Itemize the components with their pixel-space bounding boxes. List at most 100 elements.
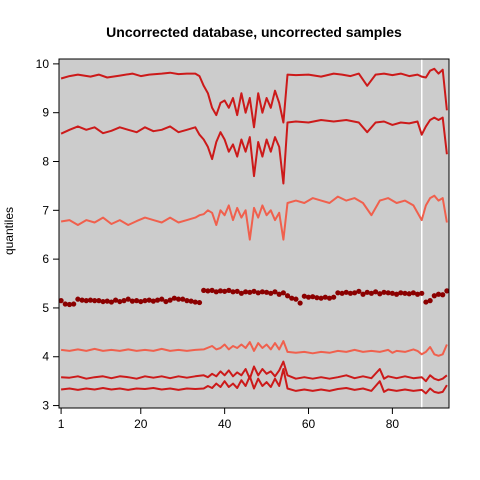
series-1-line: [60, 67, 448, 129]
data-point: [87, 297, 94, 303]
data-point: [163, 298, 169, 305]
x-tick-label: 1: [58, 417, 65, 431]
data-point: [117, 298, 123, 305]
data-point: [423, 299, 429, 305]
data-point: [167, 297, 173, 303]
data-point: [360, 291, 366, 297]
data-point: [83, 298, 89, 304]
data-point: [171, 295, 177, 301]
data-point: [133, 298, 140, 304]
data-point: [213, 289, 219, 295]
data-point: [201, 287, 207, 293]
series-4-points: [58, 287, 450, 308]
data-point: [318, 295, 324, 301]
data-point: [301, 293, 307, 299]
data-point: [385, 290, 391, 296]
data-point: [352, 290, 358, 296]
data-point: [377, 291, 383, 297]
data-point: [125, 296, 131, 302]
data-point: [226, 287, 232, 293]
data-point: [121, 298, 127, 304]
y-tick-label: 4: [42, 350, 49, 364]
data-point: [138, 298, 144, 305]
data-point: [247, 289, 253, 295]
data-point: [431, 293, 437, 299]
data-point: [268, 290, 274, 296]
data-point: [180, 296, 186, 302]
data-point: [196, 299, 203, 306]
data-point: [175, 296, 182, 302]
data-point: [58, 298, 64, 304]
data-point: [410, 290, 416, 296]
data-point: [419, 290, 425, 296]
data-point: [238, 290, 245, 296]
series-7-line: [60, 368, 448, 395]
data-point: [142, 298, 148, 304]
data-point: [402, 290, 408, 296]
series-6-line: [61, 360, 448, 383]
series-2-line: [60, 116, 448, 185]
y-tick-label: 10: [36, 57, 50, 71]
data-point: [356, 288, 362, 294]
data-point: [192, 299, 198, 305]
y-tick-label: 9: [42, 106, 49, 120]
data-point: [284, 293, 291, 299]
data-point: [406, 291, 412, 297]
data-point: [314, 295, 320, 301]
data-point: [381, 289, 387, 295]
data-point: [263, 289, 270, 295]
data-point: [154, 297, 161, 303]
series-layer: [58, 67, 450, 395]
data-point: [108, 299, 115, 305]
data-point: [159, 296, 165, 302]
data-point: [389, 290, 395, 296]
data-point: [71, 301, 77, 307]
data-point: [322, 294, 328, 300]
data-point: [444, 288, 450, 294]
x-tick-label: 80: [386, 417, 400, 431]
chart-title: Uncorrected database, uncorrected sample…: [106, 24, 402, 40]
data-point: [66, 301, 73, 308]
data-point: [230, 289, 236, 295]
y-axis-label: quantiles: [2, 207, 16, 255]
data-point: [414, 291, 421, 297]
data-point: [398, 290, 404, 296]
plot-area-background: [58, 58, 450, 409]
data-point: [184, 298, 190, 304]
data-point: [129, 298, 135, 304]
data-point: [113, 297, 119, 303]
data-point: [217, 288, 224, 294]
data-point: [255, 290, 261, 296]
y-tick-label: 5: [42, 301, 49, 315]
data-point: [364, 289, 370, 295]
data-point: [335, 290, 341, 296]
data-point: [234, 288, 240, 294]
data-point: [100, 298, 106, 305]
y-tick-label: 8: [42, 155, 49, 169]
data-point: [62, 301, 68, 307]
data-point: [259, 289, 265, 295]
data-point: [92, 298, 98, 304]
series-5-line: [60, 340, 448, 357]
data-point: [347, 290, 354, 296]
data-point: [205, 288, 211, 294]
data-point: [222, 288, 228, 294]
data-point: [96, 298, 102, 304]
data-point: [343, 289, 349, 295]
data-point: [435, 291, 442, 297]
data-point: [104, 298, 110, 304]
series-3-line: [60, 194, 448, 241]
y-tick-label: 7: [42, 203, 49, 217]
y-tick-label: 3: [42, 399, 49, 413]
x-tick-label: 20: [134, 417, 148, 431]
data-point: [310, 294, 316, 300]
data-point: [146, 297, 152, 303]
x-tick-label: 60: [302, 417, 316, 431]
axis-layer: 1 20 40 60 80 3 4 5 6 7 8 9 10: [36, 57, 400, 431]
data-point: [251, 288, 257, 294]
data-point: [293, 296, 299, 302]
data-point: [297, 300, 303, 306]
data-point: [305, 294, 312, 300]
data-point: [393, 291, 400, 297]
data-point: [272, 289, 278, 295]
